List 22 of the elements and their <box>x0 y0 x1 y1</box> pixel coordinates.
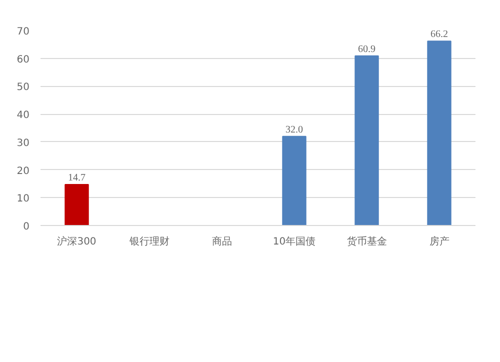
x-tick-label: 10年国债 <box>272 236 316 248</box>
x-tick-label: 房产 <box>429 236 450 248</box>
y-tick-label: 30 <box>16 138 30 149</box>
y-tick-label: 70 <box>16 26 30 38</box>
y-tick-label: 0 <box>23 222 30 232</box>
y-tick-label: 50 <box>16 82 30 94</box>
x-tick-label: 货币基金 <box>346 236 387 248</box>
x-tick-label: 沪深300 <box>57 236 96 248</box>
y-tick-label: 60 <box>16 54 30 66</box>
data-label: 32.0 <box>286 124 303 136</box>
y-tick-label: 40 <box>16 110 30 122</box>
bar <box>354 55 379 226</box>
data-label: 14.7 <box>68 172 86 184</box>
bar <box>64 184 89 226</box>
x-tick-label: 商品 <box>212 236 232 248</box>
y-tick-label: 10 <box>16 194 30 205</box>
data-label: 66.2 <box>430 29 448 40</box>
y-tick-label: 20 <box>16 166 30 177</box>
data-label: 60.9 <box>358 44 376 55</box>
x-tick-label: 银行理财 <box>128 236 170 248</box>
bar <box>282 136 306 226</box>
bar <box>427 40 452 226</box>
